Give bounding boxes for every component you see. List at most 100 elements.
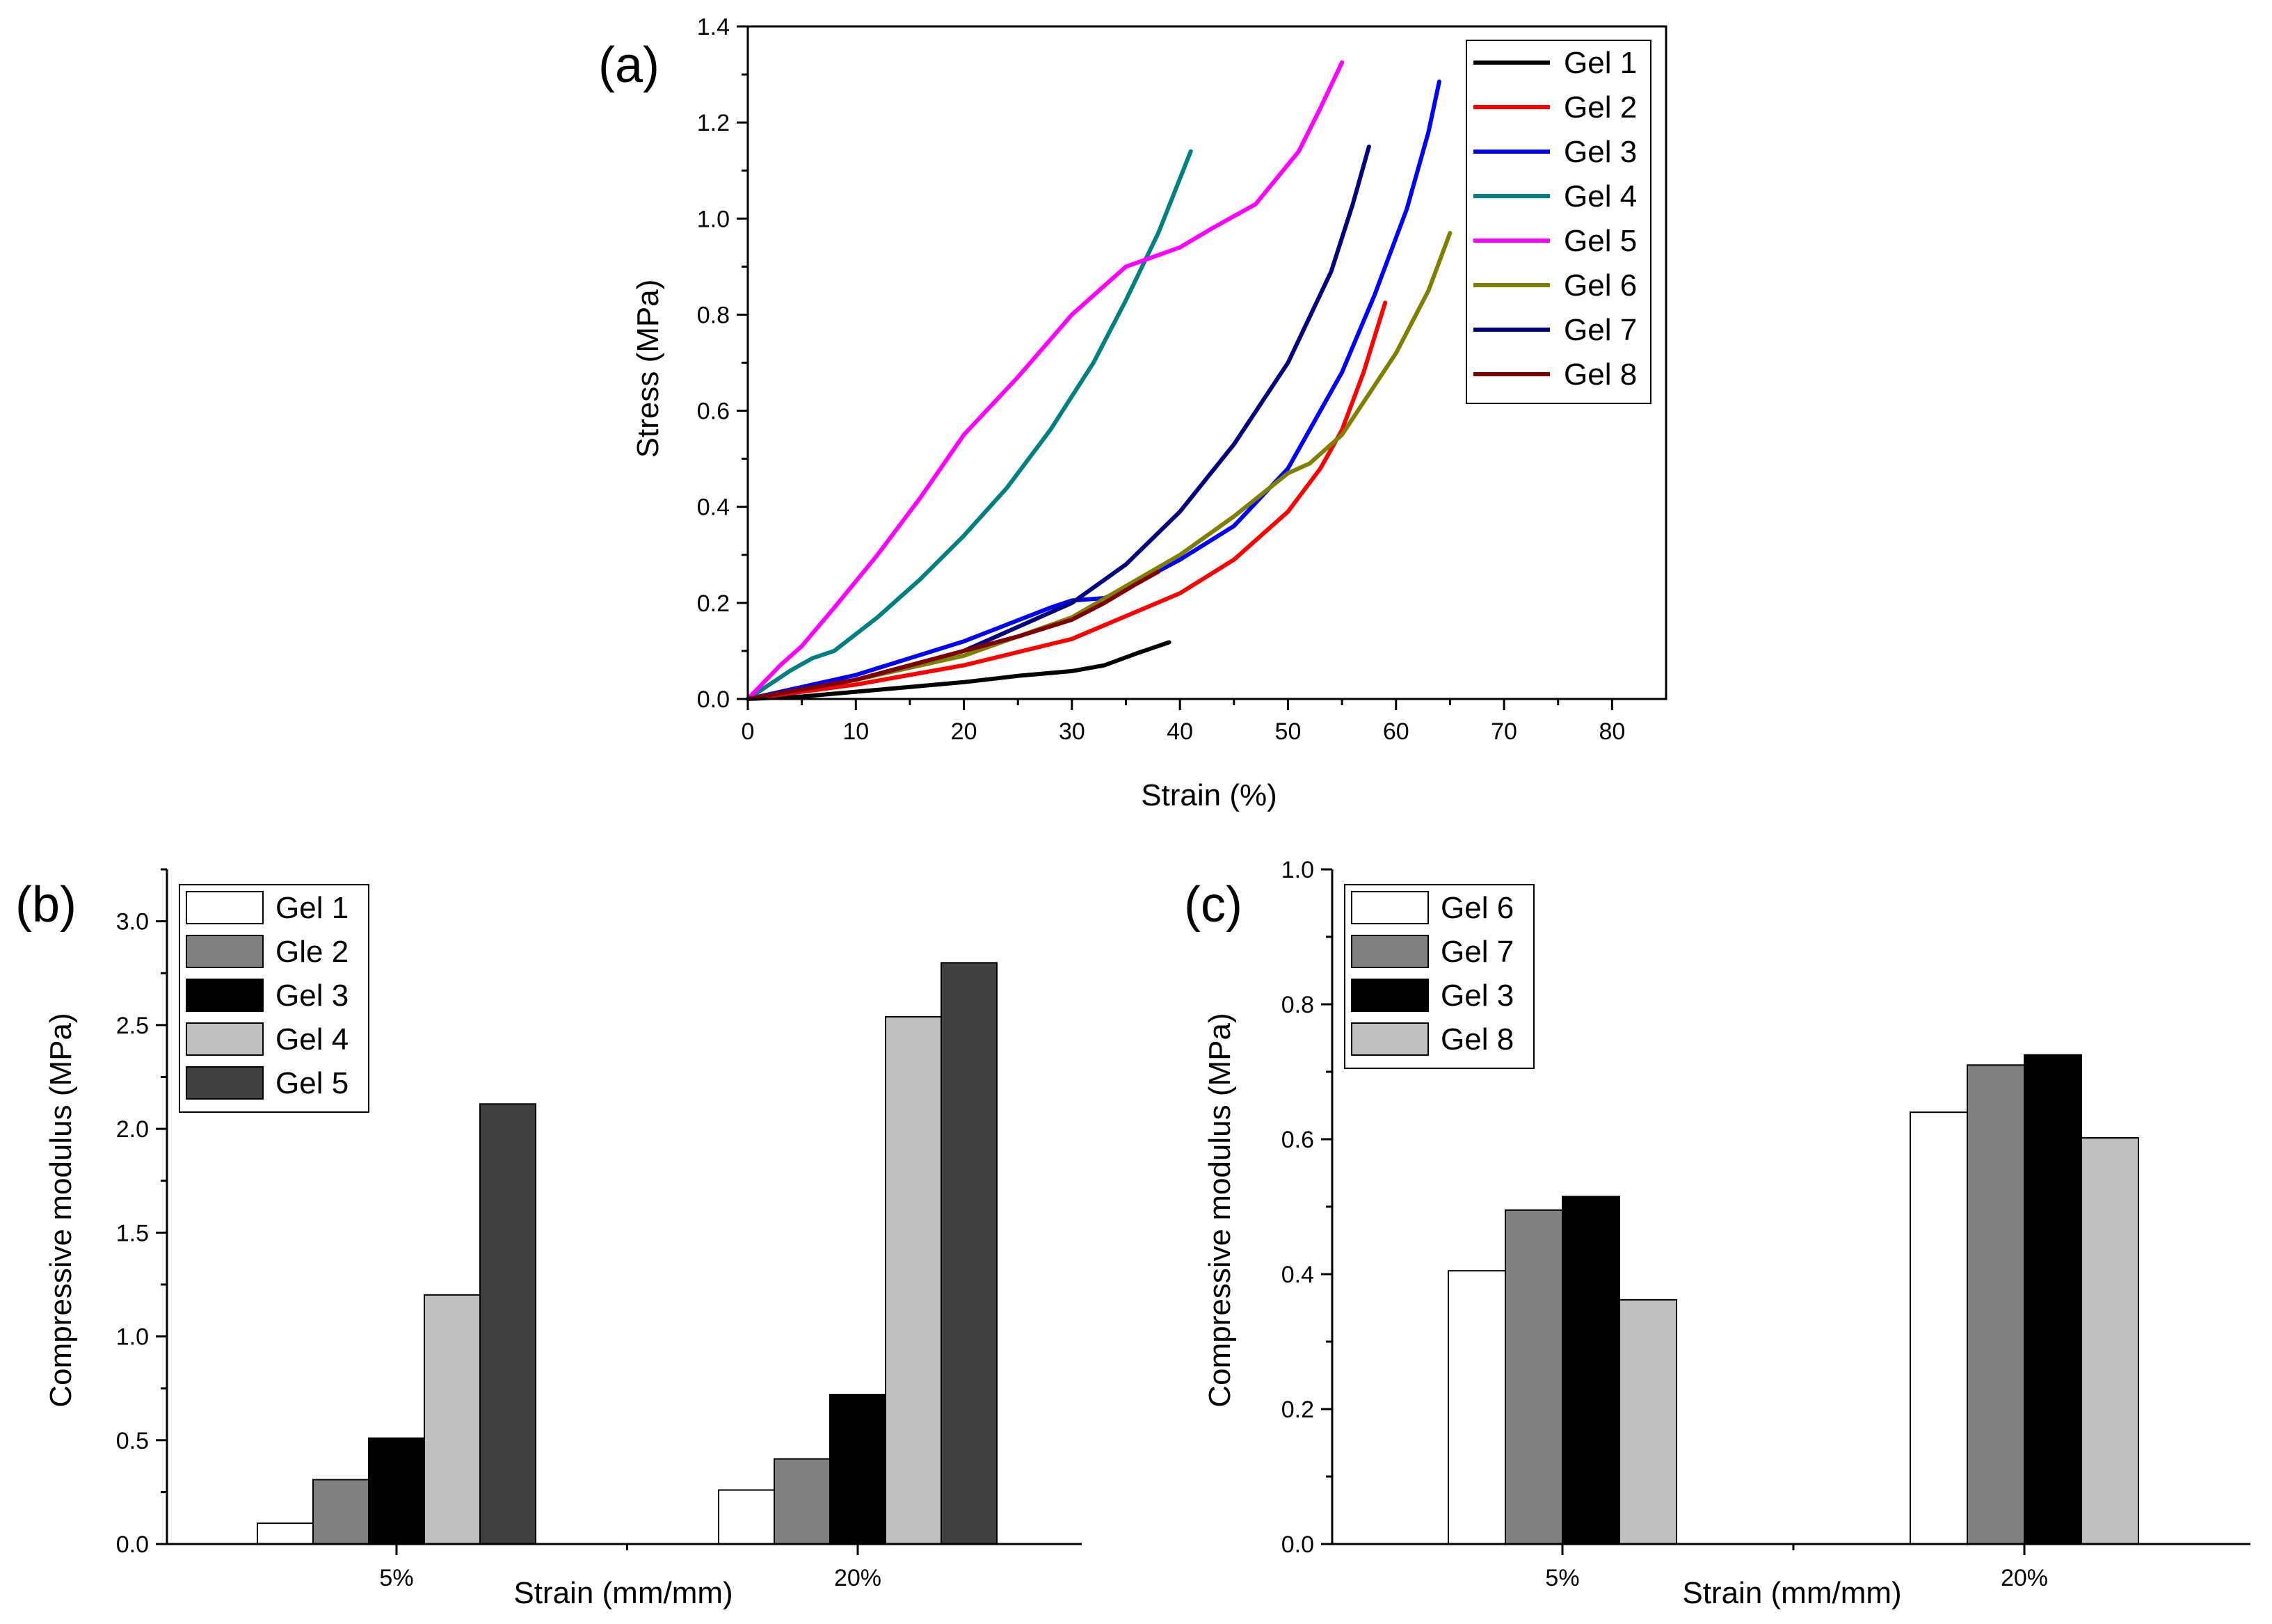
legend-swatch-gel-1 (186, 891, 264, 924)
x-tick-label: 40 (1167, 718, 1193, 745)
bar-gel-3-5 (368, 1437, 425, 1545)
x-tick-label: 60 (1383, 718, 1409, 745)
x-tick-label: 20 (951, 718, 977, 745)
panel-c-label: (c) (1184, 877, 1242, 933)
line-gel-4 (746, 149, 1193, 701)
y-tick-label: 1.0 (116, 1324, 149, 1351)
y-tick-label: 0.0 (697, 686, 730, 713)
legend-label-gel-8: Gel 8 (1441, 1022, 1514, 1056)
y-tick-label: 3.0 (116, 909, 149, 935)
y-tick-label: 1.0 (1281, 857, 1314, 883)
legend-label-gel-2: Gel 2 (1564, 90, 1637, 124)
y-tick-label: 2.0 (116, 1116, 149, 1143)
legend-label-gel-7: Gel 7 (1441, 935, 1514, 969)
x-tick-label: 20% (2001, 1565, 2048, 1591)
panel-b-legend: Gel 1 Gle 2 Gel 3 Gel 4 Gel 5 (179, 884, 369, 1113)
bar-gel-5-5 (479, 1103, 536, 1545)
legend-label-gel-5: Gel 5 (275, 1066, 349, 1100)
bar-gel-7-5 (1505, 1209, 1563, 1545)
legend-label-gel-6: Gel 6 (1564, 268, 1637, 303)
y-tick-label: 1.5 (116, 1220, 149, 1246)
bar-gle-2-5 (312, 1479, 369, 1545)
panel-a-label: (a) (598, 38, 659, 93)
panel-c-bars (1448, 1054, 2139, 1545)
legend-swatch-gel-3 (186, 979, 264, 1012)
legend-label-gle-2: Gle 2 (275, 935, 349, 969)
legend-label-gel-6: Gel 6 (1441, 891, 1514, 925)
panel-c-y-axis-title: Compressive modulus (MPa) (1203, 1013, 1237, 1407)
legend-label-gel-8: Gel 8 (1564, 357, 1637, 392)
bar-gle-2-20 (774, 1458, 831, 1545)
panel-b-y-ticks: 0.0 0.5 1.0 1.5 2.0 2.5 3.0 (116, 868, 167, 1558)
x-tick-label: 20% (834, 1565, 881, 1591)
bar-gel-1-20 (718, 1489, 775, 1545)
legend-label-gel-4: Gel 4 (275, 1022, 349, 1056)
bar-gel-5-20 (941, 962, 998, 1545)
panel-a-stress-strain: (a) 0 10 20 30 40 50 60 70 80 0.0 0.2 0.4 0.6 0.8 1.0… (598, 14, 1667, 812)
bar-gel-3-20 (2024, 1054, 2082, 1545)
legend-swatch-gel-7 (1351, 935, 1429, 968)
panel-c-x-ticks: 5% 20% (1545, 1544, 2048, 1591)
bar-gel-3-5 (1562, 1196, 1620, 1545)
bar-gel-8-20 (2081, 1137, 2139, 1545)
panel-b-label: (b) (15, 877, 77, 933)
legend-swatch-gel-8 (1351, 1022, 1429, 1056)
panel-b-axes (166, 869, 1082, 1545)
y-tick-label: 1.0 (697, 206, 730, 232)
panel-c-modulus: (c) 0.0 0.2 0.4 0.6 0.8 1.0 5% 20% Strain (mm/… (1184, 857, 2250, 1610)
y-tick-label: 1.2 (697, 110, 730, 136)
line-gel-3 (746, 79, 1441, 701)
legend-label-gel-1: Gel 1 (275, 891, 349, 925)
y-tick-label: 0.6 (697, 399, 730, 425)
x-tick-label: 30 (1059, 718, 1085, 745)
bar-gel-3-20 (829, 1394, 886, 1545)
panel-a-x-ticks: 0 10 20 30 40 50 60 70 80 (742, 699, 1625, 745)
panel-c-x-axis-title: Strain (mm/mm) (1682, 1576, 1901, 1610)
legend-swatch-gel-4 (186, 1022, 264, 1056)
bar-gel-4-5 (424, 1294, 481, 1545)
panel-b-modulus: (b) 0.0 0.5 1.0 1.5 2.0 2.5 3.0 5% 20% Strain (… (15, 868, 1082, 1610)
legend-label-gel-3: Gel 3 (275, 979, 349, 1013)
panel-a-legend: Gel 1 Gel 2 Gel 3 Gel 4 Gel 5 Gel 6 Gel 7 Gel 8 (1466, 40, 1651, 404)
legend-label-gel-4: Gel 4 (1564, 179, 1637, 214)
panel-a-x-axis-title: Strain (%) (1141, 778, 1277, 812)
x-tick-label: 10 (842, 718, 869, 745)
panel-a-y-ticks: 0.0 0.2 0.4 0.6 0.8 1.0 1.2 1.4 (697, 14, 748, 713)
legend-label-gel-3: Gel 3 (1564, 135, 1637, 169)
x-tick-label: 0 (742, 718, 755, 745)
legend-swatch-gel-5 (186, 1066, 264, 1100)
y-tick-label: 0.8 (1281, 992, 1314, 1018)
legend-swatch-gel-3 (1351, 979, 1429, 1012)
bar-gel-7-20 (1967, 1064, 2025, 1545)
bar-gel-4-20 (885, 1015, 942, 1545)
legend-label-gel-3: Gel 3 (1441, 979, 1514, 1013)
x-tick-label: 50 (1275, 718, 1302, 745)
line-gel-1 (746, 640, 1171, 701)
panel-c-legend: Gel 6 Gel 7 Gel 3 Gel 8 (1344, 884, 1535, 1069)
y-tick-label: 0.4 (697, 495, 730, 521)
line-gel-7 (746, 144, 1371, 701)
y-tick-label: 0.6 (1281, 1127, 1314, 1153)
legend-swatch-gel-6 (1351, 891, 1429, 924)
legend-box (1466, 40, 1651, 404)
bar-gel-6-20 (1910, 1111, 1968, 1545)
panel-a-lines (746, 60, 1453, 701)
y-tick-label: 0.0 (116, 1531, 149, 1558)
y-tick-label: 0.0 (1281, 1531, 1314, 1558)
bar-gel-1-5 (257, 1522, 314, 1545)
x-tick-label: 70 (1491, 718, 1517, 745)
x-tick-label: 80 (1599, 718, 1625, 745)
legend-label-gel-7: Gel 7 (1564, 313, 1637, 347)
y-tick-label: 0.4 (1281, 1262, 1314, 1288)
y-tick-label: 2.5 (116, 1013, 149, 1039)
bar-gel-8-5 (1619, 1299, 1677, 1545)
panel-b-x-ticks: 5% 20% (379, 1544, 881, 1591)
legend-label-gel-1: Gel 1 (1564, 46, 1637, 80)
line-gel-6 (746, 231, 1453, 701)
line-gel-2 (746, 300, 1388, 701)
y-tick-label: 1.4 (697, 14, 730, 40)
y-tick-label: 0.2 (697, 590, 730, 617)
panel-c-y-ticks: 0.0 0.2 0.4 0.6 0.8 1.0 (1281, 857, 1332, 1558)
y-tick-label: 0.5 (116, 1428, 149, 1454)
